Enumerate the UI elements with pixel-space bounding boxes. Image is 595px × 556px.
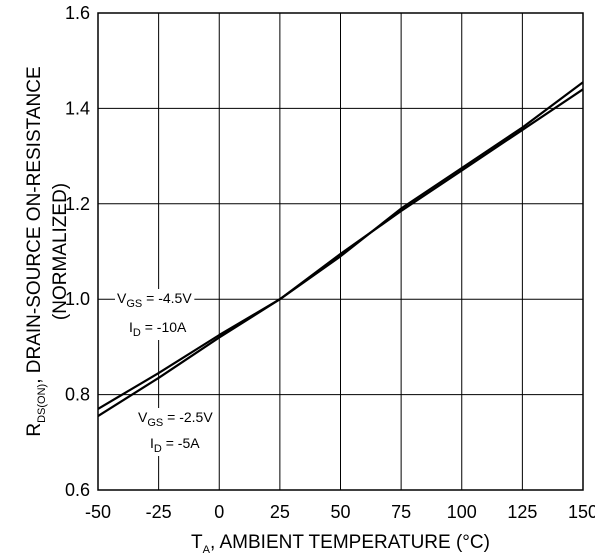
annotation-background [115, 289, 195, 340]
x-axis-label: TA, AMBIENT TEMPERATURE (°C) [191, 532, 490, 556]
y-tick-label: 0.8 [65, 385, 90, 405]
x-tick-label: 75 [391, 502, 411, 522]
x-tick-label: -50 [85, 502, 111, 522]
series-line-2 [97, 88, 584, 418]
y-tick-label: 1.6 [65, 3, 90, 23]
annotation-vgs-label: VGS = -2.5V [138, 409, 213, 429]
plot-frame [97, 12, 584, 491]
x-tick-label: 50 [330, 502, 350, 522]
series-group [97, 81, 584, 418]
y-tick-label: 1.0 [65, 289, 90, 309]
x-tick-label: 125 [507, 502, 537, 522]
annotation-vgs-label: VGS = -4.5V [117, 290, 192, 310]
annotation-background [136, 408, 216, 456]
x-tick-label: 150 [568, 502, 595, 522]
y-tick-labels: 0.6 0.8 1.0 1.2 1.4 1.6 [65, 3, 90, 500]
y-tick-label: 1.2 [65, 194, 90, 214]
x-tick-label: 0 [214, 502, 224, 522]
y-tick-label: 1.4 [65, 98, 90, 118]
y-axis-label: RDS(ON), DRAIN-SOURCE ON-RESISTANCE (NOR… [24, 66, 71, 436]
annotation-vgs-2-5v: VGS = -2.5V ID = -5A [136, 408, 216, 456]
annotation-id-label: ID = -5A [150, 435, 200, 455]
y-axis-label-line2: (NORMALIZED) [50, 183, 71, 320]
x-tick-label: -25 [146, 502, 172, 522]
series-line-1 [97, 81, 584, 410]
y-tick-label: 0.6 [65, 480, 90, 500]
x-tick-labels: -50 -25 0 25 50 75 100 125 150 [85, 502, 595, 522]
annotation-vgs-4-5v: VGS = -4.5V ID = -10A [115, 289, 195, 340]
x-tick-label: 100 [447, 502, 477, 522]
y-axis-label-line1: RDS(ON), DRAIN-SOURCE ON-RESISTANCE [24, 66, 48, 436]
x-tick-label: 25 [270, 502, 290, 522]
annotation-id-label: ID = -10A [129, 319, 187, 339]
